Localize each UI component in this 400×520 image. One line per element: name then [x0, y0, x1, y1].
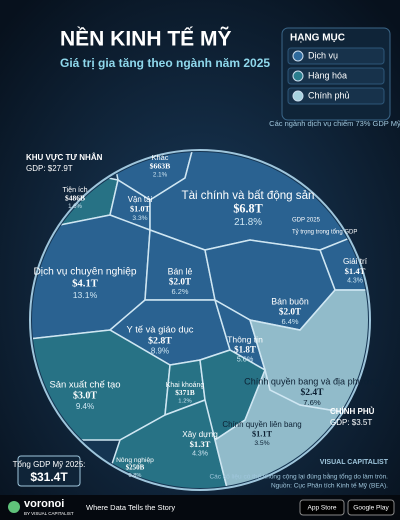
cell-name: Xây dựng: [182, 430, 218, 439]
cell-amount: $6.8T: [233, 202, 262, 216]
legend-label: Chính phủ: [308, 90, 350, 100]
cell-share: 1.2%: [178, 398, 192, 404]
cell-name: Chính quyền bang và địa phương: [244, 376, 380, 386]
cell-share: 5.6%: [237, 355, 254, 364]
publisher: VISUAL CAPITALIST: [320, 459, 389, 466]
cell-share: 8.9%: [151, 347, 169, 356]
cell-name: Bán buôn: [271, 296, 309, 306]
cell-name: Tiện ích: [62, 186, 87, 194]
cell-amount: $2.8T: [148, 336, 172, 347]
cell-name: Bán lẻ: [168, 266, 193, 276]
legend-note: Các ngành dịch vụ chiếm 73% GDP Mỹ.: [269, 119, 400, 128]
cell-name: Sản xuất chế tạo: [49, 380, 120, 391]
cell-name: Tài chính và bất động sản: [182, 190, 315, 202]
legend-item: [287, 47, 385, 65]
cell-share: 13.1%: [73, 290, 98, 300]
cell-share: 21.8%: [234, 217, 262, 228]
chart-title: NỀN KINH TẾ MỸ: [60, 28, 232, 51]
cell-amount: $3.0T: [73, 391, 97, 402]
legend-label: Hàng hóa: [308, 70, 347, 80]
cell-share: 6.2%: [172, 287, 189, 296]
cell-share: 4.3%: [347, 278, 363, 285]
cell-amount: $663B: [150, 162, 171, 171]
cell-amount: $2.0T: [279, 307, 302, 317]
store-button[interactable]: [299, 499, 345, 516]
private-label: KHU VỰC TƯ NHÂN: [26, 153, 103, 162]
total-label: Tổng GDP Mỹ 2025:: [13, 460, 86, 469]
private-gdp: GDP: $27.9T: [26, 164, 73, 173]
cell-name: Thông tin: [227, 334, 263, 344]
cell-name: Dịch vụ chuyên nghiệp: [33, 267, 136, 278]
cell-share: 7.6%: [303, 398, 321, 407]
government-label: CHÍNH PHỦ: [330, 407, 375, 416]
legend-item: [287, 87, 385, 105]
chart-subtitle: Giá trị gia tăng theo ngành năm 2025: [60, 56, 270, 70]
store-button[interactable]: [347, 499, 395, 516]
legend-swatch: [292, 50, 304, 62]
cell-share: 4.3%: [192, 451, 208, 458]
cell-name: Vận tải: [128, 195, 153, 204]
cell-amount: $1.3T: [190, 439, 211, 449]
government-gdp: GDP: $3.5T: [330, 418, 372, 427]
brand-logo: [8, 501, 20, 513]
total-value: $31.4T: [30, 470, 68, 484]
store-label[interactable]: Google Play: [353, 505, 389, 512]
legend-label: Dịch vụ: [308, 50, 338, 60]
cell-name: Khác: [152, 153, 169, 162]
cell-amount: $250B: [126, 464, 145, 472]
brand: voronoi: [24, 498, 64, 510]
legend-swatch: [292, 70, 304, 82]
brand-sub: BY VISUAL CAPITALIST: [24, 511, 74, 516]
cell-share: 3.3%: [132, 215, 147, 222]
cell-share: 9.4%: [76, 402, 94, 411]
legend-swatch: [292, 90, 304, 102]
tagline: Where Data Tells the Story: [86, 503, 175, 512]
legend-title: HẠNG MỤC: [290, 33, 345, 44]
annotation: GDP 2025: [292, 218, 321, 224]
cell-amount: $1.1T: [252, 429, 273, 438]
cell-amount: $1.4T: [345, 266, 366, 276]
cell-amount: $486B: [65, 193, 85, 202]
store-label[interactable]: App Store: [308, 505, 337, 512]
cell-share: 2.1%: [153, 172, 168, 179]
annotation: Tỷ trọng trong tổng GDP: [292, 229, 357, 236]
cell-share: 6.4%: [281, 317, 298, 326]
cell-name: Giải trí: [343, 257, 368, 266]
cell-amount: $2.0T: [169, 277, 191, 287]
cell-share: 3.5%: [254, 440, 269, 447]
cell-amount: $4.1T: [72, 278, 98, 290]
cell-amount: $371B: [175, 389, 195, 397]
cell-name: Khai khoáng: [166, 382, 205, 389]
total-box: [17, 455, 81, 487]
cell-name: Chính quyền liên bang: [222, 420, 301, 429]
cell-name: Y tế và giáo dục: [127, 324, 194, 334]
footnote: Các số liệu có thể không cộng lại đúng b…: [209, 472, 388, 481]
source: Nguồn: Cục Phân tích Kinh tế Mỹ (BEA).: [271, 481, 388, 490]
cell-amount: $1.0T: [130, 204, 150, 213]
legend-item: [287, 67, 385, 85]
cell-share: 0.8%: [129, 473, 142, 479]
cell-amount: $2.4T: [301, 387, 325, 398]
cell-name: Nông nghiệp: [116, 457, 154, 464]
cell-share: 1.6%: [68, 204, 82, 210]
cell-amount: $1.8T: [234, 344, 256, 354]
